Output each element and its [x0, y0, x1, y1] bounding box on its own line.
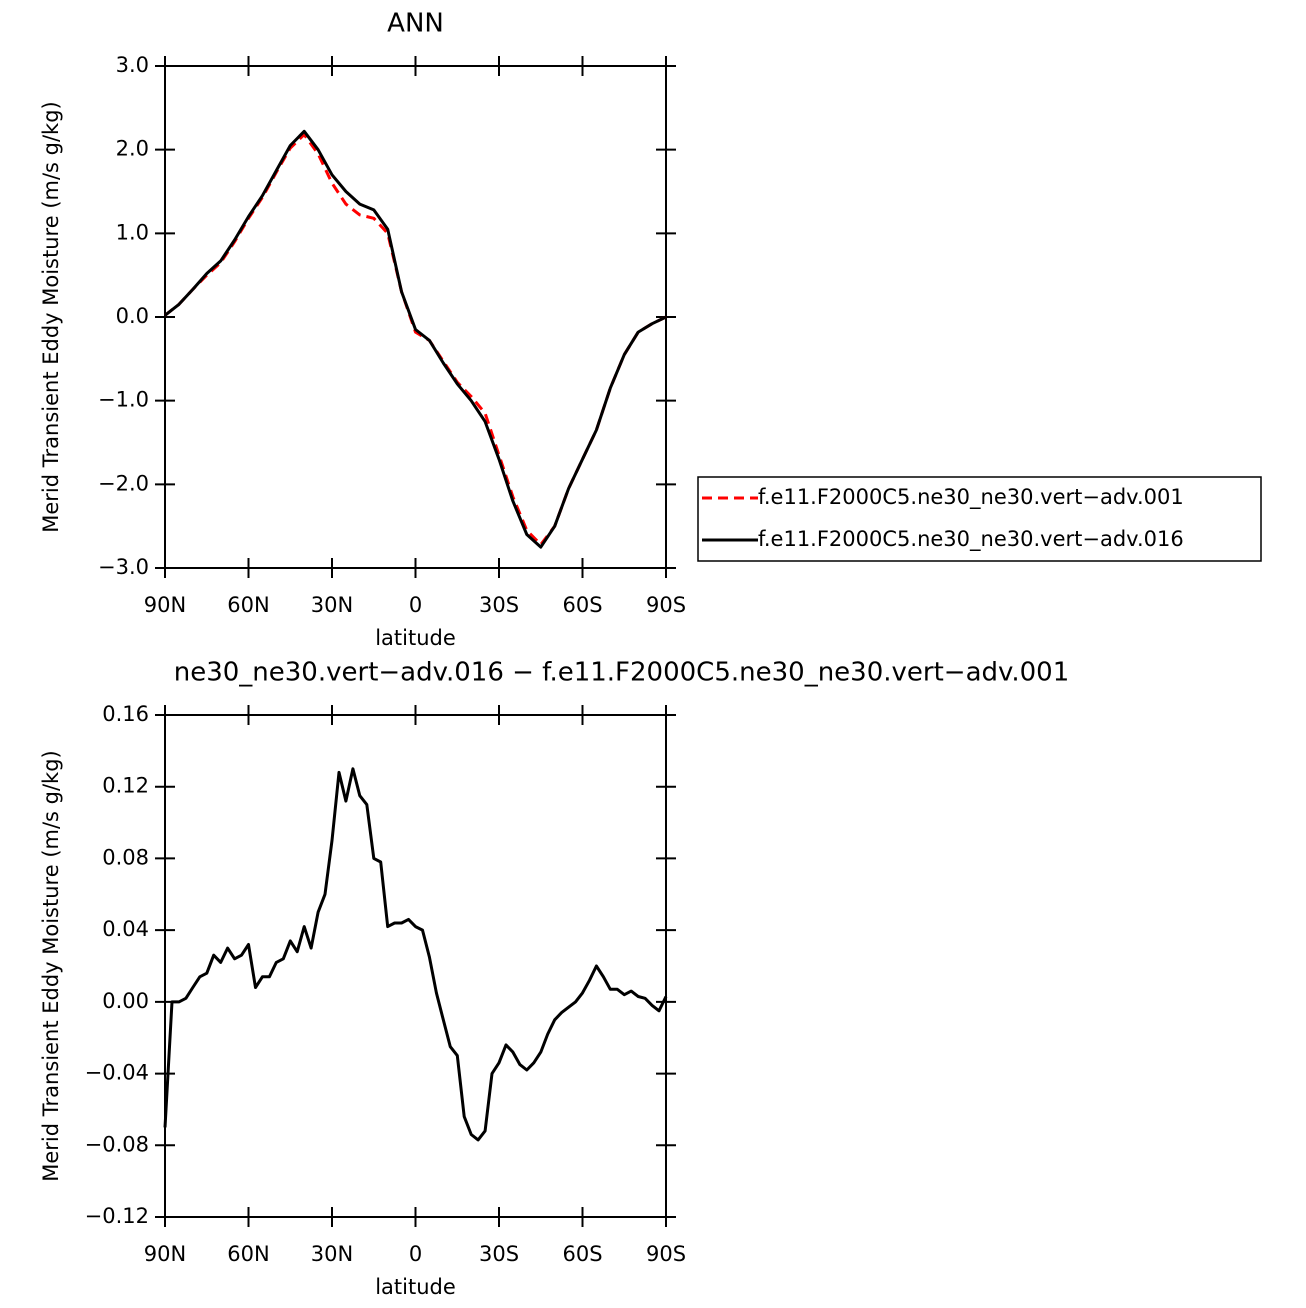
y-axis-label: Merid Transient Eddy Moisture (m/s g/kg): [39, 750, 63, 1182]
x-tick-label: 60S: [562, 593, 602, 617]
legend-label: f.e11.F2000C5.ne30_ne30.vert−adv.016: [758, 527, 1184, 552]
y-tick-label: 1.0: [116, 220, 149, 244]
y-tick-label: 0.08: [102, 845, 149, 869]
y-tick-label: 0.12: [102, 774, 149, 798]
x-tick-label: 0: [409, 593, 422, 617]
x-tick-label: 30N: [311, 593, 353, 617]
x-axis-label: latitude: [375, 1275, 456, 1299]
x-tick-label: 90S: [646, 593, 686, 617]
y-tick-label: 0.16: [102, 702, 149, 726]
x-tick-label: 90N: [144, 593, 186, 617]
series-line: [163, 767, 668, 1142]
plot-frame: [164, 65, 667, 569]
legend-label: f.e11.F2000C5.ne30_ne30.vert−adv.001: [758, 485, 1184, 510]
x-tick-label: 30S: [479, 1242, 519, 1266]
y-tick-label: 0.04: [102, 917, 149, 941]
y-axis-label: Merid Transient Eddy Moisture (m/s g/kg): [39, 101, 63, 533]
y-tick-label: 0.0: [116, 304, 149, 328]
y-tick-label: −0.04: [85, 1061, 149, 1085]
x-tick-label: 0: [409, 1242, 422, 1266]
x-axis-label: latitude: [375, 626, 456, 650]
x-tick-label: 30S: [479, 593, 519, 617]
y-tick-label: 2.0: [116, 137, 149, 161]
series-line: [164, 133, 667, 547]
x-tick-label: 60S: [562, 1242, 602, 1266]
y-tick-label: −3.0: [98, 555, 149, 579]
y-tick-label: −0.12: [85, 1204, 149, 1228]
chart-title: ANN: [387, 9, 444, 39]
y-tick-label: −2.0: [98, 471, 149, 495]
x-tick-label: 60N: [227, 593, 269, 617]
x-tick-label: 30N: [311, 1242, 353, 1266]
legend-box: [697, 476, 1262, 562]
x-tick-label: 90S: [646, 1242, 686, 1266]
x-tick-label: 90N: [144, 1242, 186, 1266]
y-tick-label: −1.0: [98, 388, 149, 412]
chart-title: ne30_ne30.vert−adv.016 − f.e11.F2000C5.n…: [174, 658, 1070, 688]
y-tick-label: −0.08: [85, 1132, 149, 1156]
series-line: [164, 129, 667, 549]
y-tick-label: 3.0: [116, 53, 149, 77]
y-tick-label: 0.00: [102, 989, 149, 1013]
plot-frame: [164, 714, 667, 1218]
x-tick-label: 60N: [227, 1242, 269, 1266]
